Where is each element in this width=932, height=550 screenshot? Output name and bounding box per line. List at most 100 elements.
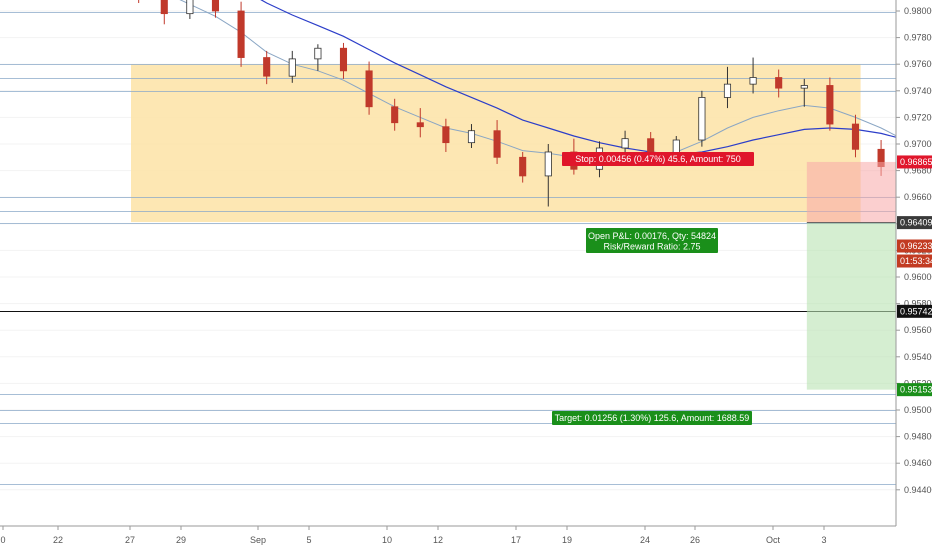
candle[interactable] — [237, 1, 245, 67]
price-tag-stop[interactable]: 0.96865 — [897, 155, 932, 169]
candle[interactable] — [493, 120, 501, 164]
candle[interactable] — [160, 0, 168, 25]
x-tick-label: Oct — [766, 535, 781, 545]
price-tag-bg — [897, 304, 932, 318]
candle[interactable] — [391, 98, 399, 131]
candle-body — [160, 0, 168, 15]
price-tag-text: 01:53:34 — [900, 256, 932, 266]
x-tick-label: 3 — [821, 535, 826, 545]
candle[interactable] — [136, 0, 142, 4]
x-tick-label: 26 — [690, 535, 700, 545]
price-tag-text: 0.95742 — [900, 306, 932, 316]
candle[interactable] — [826, 77, 834, 131]
candle[interactable] — [851, 114, 860, 158]
candle-body — [186, 0, 194, 15]
candle-body — [442, 126, 450, 144]
candle-body — [851, 123, 860, 150]
price-tag-last[interactable]: 0.96233 — [897, 239, 932, 253]
candle-body — [263, 57, 271, 77]
candle-body — [723, 83, 732, 98]
candle[interactable] — [186, 0, 194, 19]
price-tag-entry[interactable]: 0.96409 — [897, 216, 932, 230]
candle[interactable] — [339, 42, 348, 79]
x-tick-label: 19 — [562, 535, 572, 545]
target-label-text: Target: 0.01256 (1.30%) 125.6, Amount: 1… — [555, 413, 750, 423]
target-label[interactable]: Target: 0.01256 (1.30%) 125.6, Amount: 1… — [552, 411, 752, 425]
stop-label-text: Stop: 0.00456 (0.47%) 45.6, Amount: 750 — [575, 154, 741, 164]
candle-body — [519, 156, 527, 177]
candle[interactable] — [365, 61, 373, 115]
candle[interactable] — [800, 78, 808, 107]
risk-reward-label: Risk/Reward Ratio: 2.75 — [603, 242, 700, 252]
candle-body — [775, 77, 783, 89]
candle-body — [288, 58, 296, 77]
price-tag-text: 0.96233 — [900, 241, 932, 251]
candle-body — [800, 85, 808, 89]
candle[interactable] — [442, 118, 450, 152]
x-tick-label: 17 — [511, 535, 521, 545]
candle-body — [749, 77, 757, 85]
candle-body — [365, 70, 373, 108]
candle[interactable] — [519, 151, 527, 183]
candle-body — [826, 85, 834, 125]
pnl-label[interactable]: Open P&L: 0.00176, Qty: 54824Risk/Reward… — [586, 228, 718, 253]
candle[interactable] — [263, 50, 271, 85]
candle[interactable] — [723, 66, 732, 109]
price-tag-bg — [897, 254, 932, 268]
candle-body — [314, 47, 322, 60]
candle[interactable] — [416, 108, 424, 138]
candle-body — [211, 0, 220, 12]
stop-label[interactable]: Stop: 0.00456 (0.47%) 45.6, Amount: 750 — [562, 152, 754, 166]
candle-body — [621, 138, 629, 149]
candle-body — [647, 138, 655, 154]
target-label-bg — [552, 411, 752, 425]
pnl-label-line1: Open P&L: 0.00176, Qty: 54824 — [588, 231, 716, 241]
candle-body — [416, 122, 424, 128]
price-tag-countdown[interactable]: 01:53:34 — [897, 254, 932, 268]
candle[interactable] — [211, 0, 220, 18]
price-tag-bg — [897, 239, 932, 253]
x-tick-label: 12 — [433, 535, 443, 545]
candle-body — [237, 10, 245, 58]
candle-body — [493, 130, 501, 158]
price-axis[interactable] — [896, 0, 932, 550]
candle-body — [544, 151, 552, 177]
price-tag-target[interactable]: 0.95153 — [897, 383, 932, 397]
time-axis[interactable] — [0, 526, 896, 550]
price-tag-text: 0.96409 — [900, 218, 932, 228]
x-tick-label: Sep — [250, 535, 266, 545]
candle[interactable] — [467, 124, 476, 148]
candle[interactable] — [544, 144, 552, 207]
price-tag-text: 0.95153 — [900, 385, 932, 395]
price-tag-bg — [897, 216, 932, 230]
candle[interactable] — [749, 57, 757, 94]
x-tick-label: 24 — [640, 535, 650, 545]
candle[interactable] — [775, 69, 783, 98]
price-tag-bg — [897, 383, 932, 397]
x-tick-label: 5 — [306, 535, 311, 545]
candle-body — [467, 130, 476, 144]
x-tick-label: 22 — [53, 535, 63, 545]
price-tag-bg — [897, 155, 932, 169]
candle[interactable] — [698, 90, 706, 147]
price-tag-text: 0.96865 — [900, 157, 932, 167]
candle-body — [698, 97, 706, 141]
candle[interactable] — [288, 50, 296, 83]
price-tag-level[interactable]: 0.95742 — [897, 304, 932, 318]
candle[interactable] — [314, 44, 322, 71]
